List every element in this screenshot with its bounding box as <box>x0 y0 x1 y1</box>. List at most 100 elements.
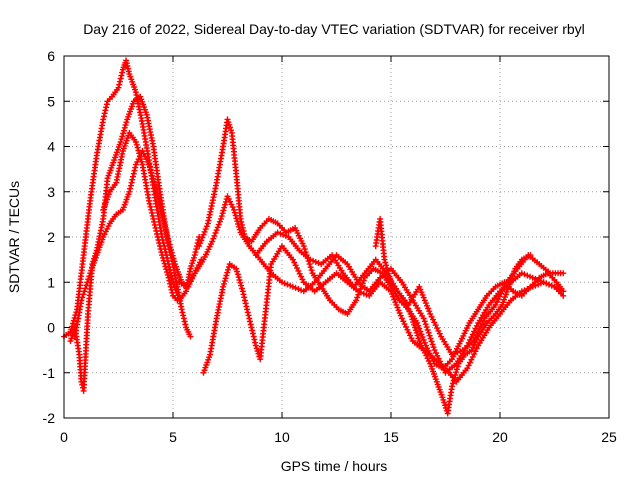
data-point <box>449 351 455 358</box>
data-point <box>202 226 209 233</box>
data-point <box>234 268 240 275</box>
y-tick-label: 5 <box>47 93 55 109</box>
data-point <box>83 282 90 289</box>
y-tick-label: 4 <box>47 139 55 155</box>
data-point <box>196 243 203 250</box>
data-point <box>416 325 423 332</box>
y-tick-label: 6 <box>47 48 55 64</box>
data-point <box>426 332 433 339</box>
data-point <box>137 155 144 162</box>
data-point <box>100 116 107 123</box>
data-point <box>233 215 240 222</box>
data-point <box>424 327 431 333</box>
axis-ticks: -2 -1 0 1 2 3 4 5 6 0 5 10 15 20 25 <box>43 48 617 445</box>
data-point <box>159 252 166 259</box>
data-point <box>353 297 360 304</box>
data-point <box>420 294 427 301</box>
data-point <box>121 124 128 131</box>
data-point <box>164 271 171 278</box>
data-point <box>307 256 314 263</box>
data-point <box>156 202 163 209</box>
data-point <box>560 270 567 277</box>
data-point <box>80 291 87 298</box>
data-point <box>118 136 125 143</box>
data-point <box>135 147 142 154</box>
data-point <box>171 258 178 265</box>
data-point <box>307 264 314 271</box>
data-point <box>215 221 222 228</box>
data-point <box>292 284 299 291</box>
data-point <box>197 240 204 247</box>
data-point <box>166 277 173 284</box>
data-point <box>70 320 76 327</box>
data-point <box>158 208 165 215</box>
data-point <box>209 238 216 245</box>
data-point <box>234 271 241 278</box>
y-tick-label: -1 <box>43 365 56 381</box>
data-point <box>119 69 126 76</box>
data-point <box>244 309 251 316</box>
data-point <box>415 322 422 329</box>
data-point <box>238 282 245 289</box>
data-point <box>119 133 126 140</box>
data-point <box>156 243 163 249</box>
data-point <box>414 320 421 326</box>
data-point <box>127 182 134 189</box>
chart-title: Day 216 of 2022, Sidereal Day-to-day VTE… <box>83 21 585 37</box>
data-point <box>134 144 141 151</box>
data-point <box>301 246 308 253</box>
data-point <box>150 175 157 182</box>
y-axis-label: SDTVAR / TECUs <box>6 181 22 293</box>
data-point <box>174 297 181 304</box>
data-point <box>180 315 187 322</box>
data-point <box>167 244 174 251</box>
data-point <box>79 294 86 301</box>
data-point <box>198 237 205 244</box>
data-point <box>219 210 226 217</box>
data-point <box>453 366 460 373</box>
data-point <box>166 241 173 248</box>
data-point <box>103 104 110 111</box>
data-point <box>418 331 425 338</box>
data-point <box>81 288 88 295</box>
data-point <box>120 130 127 137</box>
data-point <box>419 334 426 341</box>
data-point <box>149 172 156 179</box>
x-axis-label: GPS time / hours <box>281 458 388 474</box>
data-point <box>69 323 76 330</box>
y-tick-label: -2 <box>43 410 56 426</box>
data-point <box>169 252 176 259</box>
y-tick-label: 3 <box>47 184 55 200</box>
data-point <box>428 338 435 345</box>
data-point <box>223 272 230 279</box>
data-point <box>192 249 199 256</box>
data-point <box>221 278 228 285</box>
data-point <box>122 122 129 128</box>
data-point <box>423 324 430 331</box>
data-point <box>203 223 210 230</box>
data-point <box>222 201 228 208</box>
x-tick-label: 20 <box>492 429 508 445</box>
data-point <box>146 161 152 168</box>
data-point <box>247 318 253 325</box>
data-point <box>382 259 389 266</box>
x-tick-label: 5 <box>169 429 177 445</box>
data-point <box>151 221 158 228</box>
data-point <box>157 205 164 212</box>
data-point <box>170 255 177 262</box>
data-point <box>243 303 250 310</box>
data-point <box>101 110 108 117</box>
data-point <box>150 215 157 222</box>
data-point <box>231 209 238 216</box>
x-tick-label: 15 <box>383 429 399 445</box>
data-point <box>420 315 427 322</box>
x-tick-label: 25 <box>601 429 617 445</box>
data-point <box>414 332 421 339</box>
data-point <box>384 267 391 274</box>
data-point <box>454 363 461 370</box>
data-point <box>225 266 231 273</box>
data-point <box>148 209 155 216</box>
y-tick-label: 0 <box>47 320 55 336</box>
data-point <box>224 269 231 276</box>
